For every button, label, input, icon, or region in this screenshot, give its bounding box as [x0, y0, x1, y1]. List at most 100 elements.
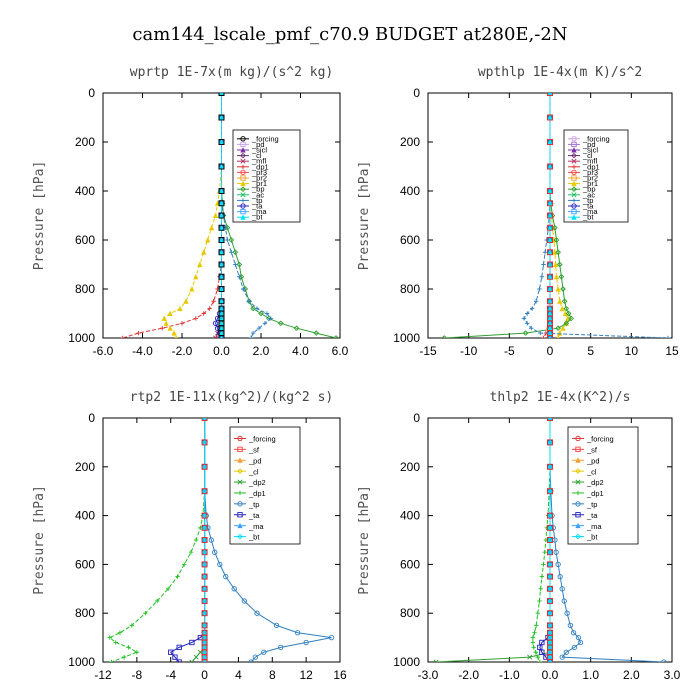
panel-title: thlp2 1E-4x(K^2)/s [490, 390, 631, 405]
y-tick-label: 1000 [68, 331, 95, 345]
data-point [174, 335, 178, 338]
data-point [571, 186, 577, 193]
legend-label: _dp2 [248, 478, 266, 487]
legend-label: _cl [582, 151, 593, 160]
legend-label: _ma [251, 207, 267, 216]
data-point [539, 274, 545, 279]
data-point [547, 335, 553, 338]
series-line [108, 418, 206, 662]
data-point [218, 273, 225, 280]
legend-label: _bt [248, 533, 260, 542]
data-point [224, 224, 231, 231]
legend-label: _bp [582, 185, 596, 194]
plot-area [107, 418, 335, 662]
legend-label: _sicl [582, 146, 598, 155]
data-point [268, 316, 274, 321]
series-tp [547, 418, 667, 662]
plot-area [433, 418, 667, 662]
data-point [553, 261, 559, 268]
y-tick-label: 600 [400, 557, 420, 571]
legend-label: _pr1 [582, 179, 598, 188]
data-point [240, 164, 246, 169]
data-point [240, 214, 246, 220]
data-point [264, 311, 270, 316]
data-point [571, 152, 577, 159]
data-point [563, 305, 570, 312]
x-tick-label: -4.0 [132, 344, 153, 358]
data-point [295, 630, 301, 636]
data-point [556, 335, 560, 338]
data-point [172, 654, 178, 660]
legend: _forcing _sf_pd _cl _dp2 _dp1 _tp _ta _ma _bt [567, 426, 639, 545]
data-point [237, 435, 243, 442]
legend-label: _forcing [582, 134, 610, 143]
data-point [208, 537, 214, 543]
series-bt [218, 93, 225, 338]
data-point [571, 141, 577, 148]
data-point [218, 188, 225, 194]
series-line [169, 418, 206, 662]
data-point [575, 479, 581, 485]
data-point [529, 326, 534, 331]
legend-label: _sf [248, 446, 260, 455]
data-point [565, 310, 572, 317]
data-point [197, 261, 203, 268]
data-point [201, 659, 208, 662]
data-point [237, 522, 243, 529]
data-point [171, 330, 177, 336]
data-point [541, 262, 546, 267]
data-point [201, 610, 208, 617]
data-point [201, 311, 206, 316]
data-point [237, 512, 243, 518]
data-point [575, 501, 581, 507]
data-point [237, 446, 243, 452]
data-point [183, 298, 189, 304]
data-point [168, 649, 174, 655]
data-point [547, 488, 553, 495]
x-tick-label: -8 [132, 668, 143, 682]
legend-label: _dp1 [251, 162, 269, 171]
legend-label: _ac [251, 190, 264, 199]
data-point [241, 286, 246, 292]
data-point [167, 310, 173, 317]
data-point [547, 298, 553, 305]
legend-label: _bt [582, 213, 594, 222]
data-point [547, 114, 553, 121]
data-point [577, 639, 584, 646]
data-point [117, 630, 123, 635]
panel-title: wpthlp 1E-4x(m K)/s^2 [478, 65, 642, 80]
legend-label: _dp1 [586, 489, 604, 498]
data-point [539, 574, 545, 579]
x-tick-label: 10 [625, 344, 639, 358]
data-point [571, 180, 577, 187]
data-point [193, 316, 199, 321]
data-point [547, 512, 553, 519]
x-tick-label: 4 [235, 668, 242, 682]
y-tick-label: 800 [75, 282, 95, 296]
data-point [303, 639, 309, 646]
data-point [277, 320, 284, 327]
data-point [575, 435, 581, 442]
data-point [182, 562, 187, 567]
data-point [559, 586, 565, 592]
data-point [571, 164, 577, 169]
series-dp1 [120, 93, 224, 338]
x-tick-label: -1.0 [499, 668, 520, 682]
legend-label: _forcing [248, 435, 276, 444]
data-point [201, 537, 208, 543]
y-tick-label: 400 [75, 184, 95, 198]
data-point [218, 335, 225, 338]
data-point [240, 158, 246, 164]
data-point [240, 147, 246, 153]
data-point [547, 561, 553, 568]
legend-label: _tp [586, 500, 597, 509]
data-point [661, 659, 667, 662]
data-point [237, 274, 242, 279]
data-point [240, 169, 246, 176]
data-point [563, 320, 570, 327]
data-point [220, 335, 223, 338]
legend-label: _pd [582, 140, 596, 149]
data-point [113, 640, 118, 645]
legend-label: _bt [251, 213, 263, 222]
series-line [436, 418, 551, 662]
